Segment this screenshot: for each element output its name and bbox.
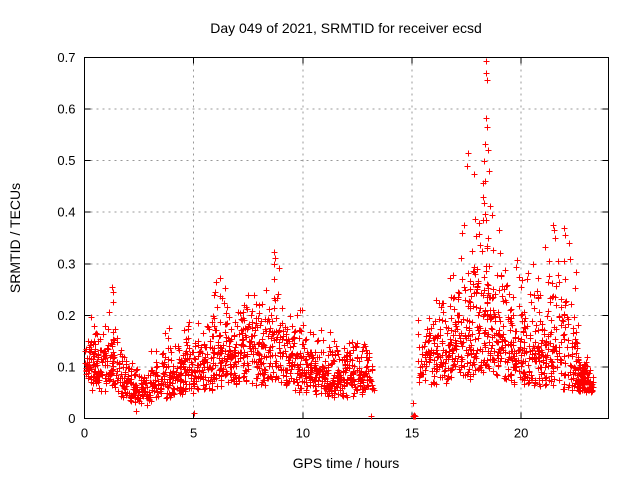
tick-marks bbox=[84, 57, 609, 419]
scatter-points-path bbox=[82, 58, 597, 420]
y-tick-label: 0.5 bbox=[57, 153, 75, 168]
y-tick-label: 0.6 bbox=[57, 102, 75, 117]
chart-title: Day 049 of 2021, SRMTID for receiver ecs… bbox=[210, 20, 482, 36]
x-tick-label: 20 bbox=[514, 426, 528, 441]
y-tick-label: 0.3 bbox=[57, 256, 75, 271]
y-tick-label: 0.4 bbox=[57, 205, 75, 220]
data-points bbox=[82, 58, 597, 420]
y-tick-label: 0 bbox=[68, 411, 75, 426]
x-tick-label: 10 bbox=[296, 426, 310, 441]
y-tick-label: 0.7 bbox=[57, 50, 75, 65]
tick-labels: 0 5 10 15 20 0 0.1 0.2 0.3 0.4 0.5 0.6 0.7 bbox=[57, 50, 528, 441]
x-axis-label: GPS time / hours bbox=[293, 455, 400, 471]
x-tick-label: 5 bbox=[190, 426, 197, 441]
x-tick-label: 15 bbox=[405, 426, 419, 441]
plot-frame bbox=[84, 57, 609, 419]
y-tick-label: 0.1 bbox=[57, 359, 75, 374]
plot-border bbox=[84, 57, 609, 419]
tick-mark-path bbox=[84, 57, 609, 419]
x-tick-label: 0 bbox=[81, 426, 88, 441]
y-axis-label: SRMTID / TECUs bbox=[7, 183, 23, 293]
y-tick-label: 0.2 bbox=[57, 308, 75, 323]
